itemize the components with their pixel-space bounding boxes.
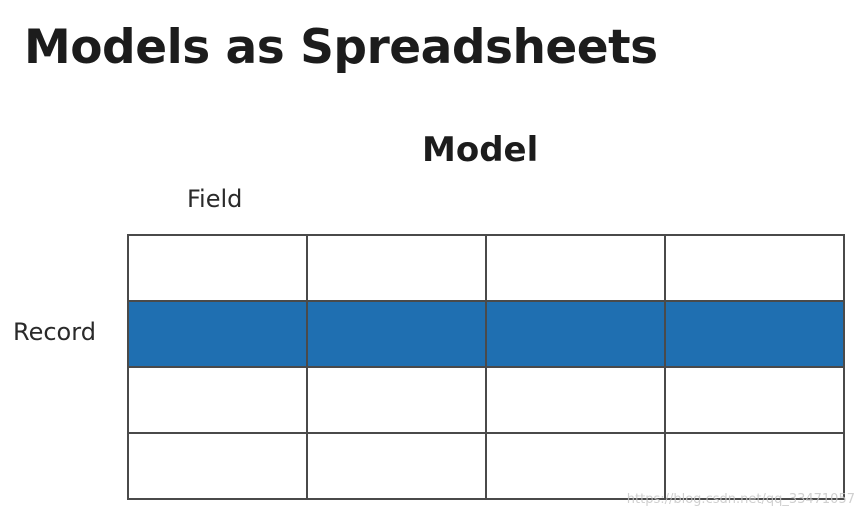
grid-cell [127, 366, 308, 434]
grid-cell [127, 300, 308, 368]
watermark-text: https://blog.csdn.net/qq_33471057 [626, 492, 855, 507]
slide-title: Models as Spreadsheets [24, 20, 658, 75]
grid-cell [485, 300, 666, 368]
record-label: Record [13, 318, 96, 346]
grid-body [127, 234, 845, 500]
model-label: Model [422, 130, 539, 170]
grid-cell [485, 432, 666, 500]
grid-cell [664, 366, 845, 434]
grid-cell [664, 234, 845, 302]
grid-cell [127, 234, 308, 302]
table-row [127, 366, 845, 434]
table-row [127, 234, 845, 302]
grid-cell [664, 432, 845, 500]
grid-cell [306, 234, 487, 302]
table-row [127, 432, 845, 500]
highlighted-record-row [127, 300, 845, 368]
field-label: Field [187, 185, 243, 213]
grid-cell [664, 300, 845, 368]
grid-cell [306, 300, 487, 368]
grid-cell [485, 366, 666, 434]
grid-cell [306, 366, 487, 434]
grid-cell [306, 432, 487, 500]
spreadsheet-grid [127, 234, 845, 500]
grid-cell [127, 432, 308, 500]
grid-cell [485, 234, 666, 302]
